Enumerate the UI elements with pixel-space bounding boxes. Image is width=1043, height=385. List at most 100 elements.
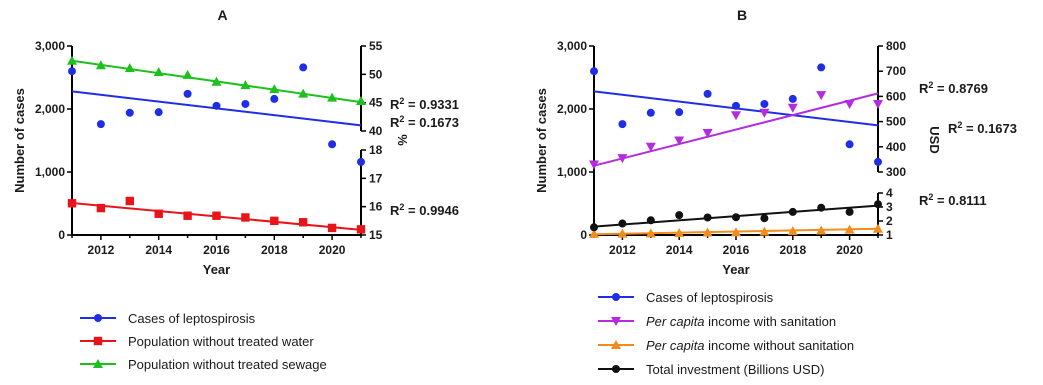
- data-point: [212, 101, 221, 110]
- data-point: [646, 108, 655, 117]
- data-point: [760, 214, 769, 223]
- panel-b: B 0 1,000 2,000 3,000 Number of cases 2012 2014…: [534, 7, 1017, 277]
- data-point: [646, 216, 655, 225]
- data-point: [356, 225, 366, 234]
- data-point: [816, 225, 827, 235]
- data-point: [645, 142, 656, 152]
- data-point: [183, 89, 192, 98]
- x-tick-label: 2016: [203, 243, 230, 257]
- y-right-tick-label: 600: [886, 89, 906, 103]
- data-point: [732, 101, 740, 110]
- r-squared-label: R2 = 0.1673: [948, 120, 1017, 136]
- data-point: [241, 99, 250, 108]
- data-point: [702, 128, 713, 138]
- data-point: [154, 108, 163, 117]
- y-right-axis-title: USD: [927, 126, 942, 153]
- data-point: [787, 103, 798, 113]
- data-point: [240, 80, 251, 90]
- legend-marker: [612, 293, 620, 301]
- data-point: [787, 226, 798, 236]
- data-point: [732, 213, 740, 222]
- x-tick-label: 2012: [88, 243, 115, 257]
- legend-marker: [612, 365, 620, 373]
- y-right-tick-label: 45: [369, 96, 383, 110]
- y-tick-label: 0: [580, 228, 587, 242]
- panel-label: A: [217, 7, 227, 23]
- y-tick-label: 1,000: [557, 165, 587, 179]
- y-tick-label: 3,000: [35, 39, 65, 53]
- data-point: [68, 67, 76, 76]
- legend-label: Per capita income with sanitation: [646, 314, 836, 329]
- y-right-tick-label: 15: [369, 228, 383, 242]
- x-axis-title: Year: [722, 262, 749, 277]
- x-tick-label: 2014: [666, 243, 693, 257]
- data-point: [67, 55, 77, 65]
- legend-label: Cases of leptospirosis: [128, 311, 256, 326]
- legend-label: Cases of leptospirosis: [646, 290, 774, 305]
- data-point: [328, 140, 337, 149]
- x-tick-label: 2020: [319, 243, 346, 257]
- legend-b: Cases of leptospirosis Per capita income …: [598, 290, 854, 377]
- data-point: [589, 228, 599, 238]
- data-point: [182, 69, 193, 79]
- y-right-tick-label: 500: [886, 115, 906, 129]
- data-point: [125, 196, 134, 206]
- y-right-tick-label: 50: [369, 67, 383, 81]
- data-point: [356, 95, 366, 105]
- data-point: [153, 67, 164, 77]
- data-point: [674, 136, 685, 146]
- data-point: [873, 223, 883, 233]
- y-axis-title: Number of cases: [12, 88, 27, 193]
- data-point: [844, 224, 855, 234]
- data-point: [589, 160, 599, 170]
- x-tick-label: 2018: [779, 243, 806, 257]
- r-squared-label: R2 = 0.1673: [390, 114, 459, 130]
- y-tick-label: 0: [58, 228, 65, 242]
- y-right-tick-label: 40: [369, 124, 383, 138]
- data-point: [270, 216, 279, 226]
- y-right-tick-label: 4: [886, 186, 893, 200]
- legend-a: Cases of leptospirosis Population without…: [80, 311, 327, 372]
- x-tick-label: 2020: [836, 243, 863, 257]
- legend-marker: [94, 314, 102, 322]
- y-tick-label: 3,000: [557, 39, 587, 53]
- r-squared-label: R2 = 0.9331: [390, 96, 459, 112]
- data-point: [760, 99, 769, 108]
- data-point: [645, 228, 656, 238]
- y-tick-label: 1,000: [35, 165, 65, 179]
- data-point: [269, 84, 280, 94]
- data-point: [590, 223, 598, 232]
- data-point: [154, 209, 163, 218]
- legend-label: Population without treated water: [128, 334, 314, 349]
- data-point: [674, 228, 685, 238]
- r-squared-label: R2 = 0.9946: [390, 202, 459, 218]
- legend-marker: [93, 359, 103, 368]
- y-right-tick-label: 3: [886, 200, 893, 214]
- trend-line: [593, 92, 879, 167]
- data-point: [617, 228, 628, 238]
- x-axis-title: Year: [203, 262, 230, 277]
- data-point: [702, 227, 713, 237]
- x-tick-label: 2012: [609, 243, 636, 257]
- data-point: [873, 99, 883, 109]
- data-point: [211, 76, 222, 86]
- y-right-tick-label: 700: [886, 64, 906, 78]
- data-point: [788, 94, 797, 103]
- data-point: [874, 157, 882, 166]
- y-right-tick-label: 55: [369, 39, 383, 53]
- data-point: [788, 207, 797, 216]
- data-point: [759, 226, 770, 236]
- data-point: [618, 120, 627, 129]
- data-point: [618, 219, 627, 228]
- r-squared-label: R2 = 0.8111: [919, 192, 987, 208]
- data-point: [241, 213, 250, 222]
- data-point: [844, 99, 855, 109]
- data-point: [874, 200, 882, 209]
- y-right-tick-label: 2: [886, 214, 893, 228]
- panel-label: B: [737, 7, 747, 23]
- data-point: [67, 199, 77, 208]
- y-axis-title: Number of cases: [534, 88, 549, 193]
- data-point: [731, 227, 741, 237]
- y-right-tick-label: 800: [886, 39, 906, 53]
